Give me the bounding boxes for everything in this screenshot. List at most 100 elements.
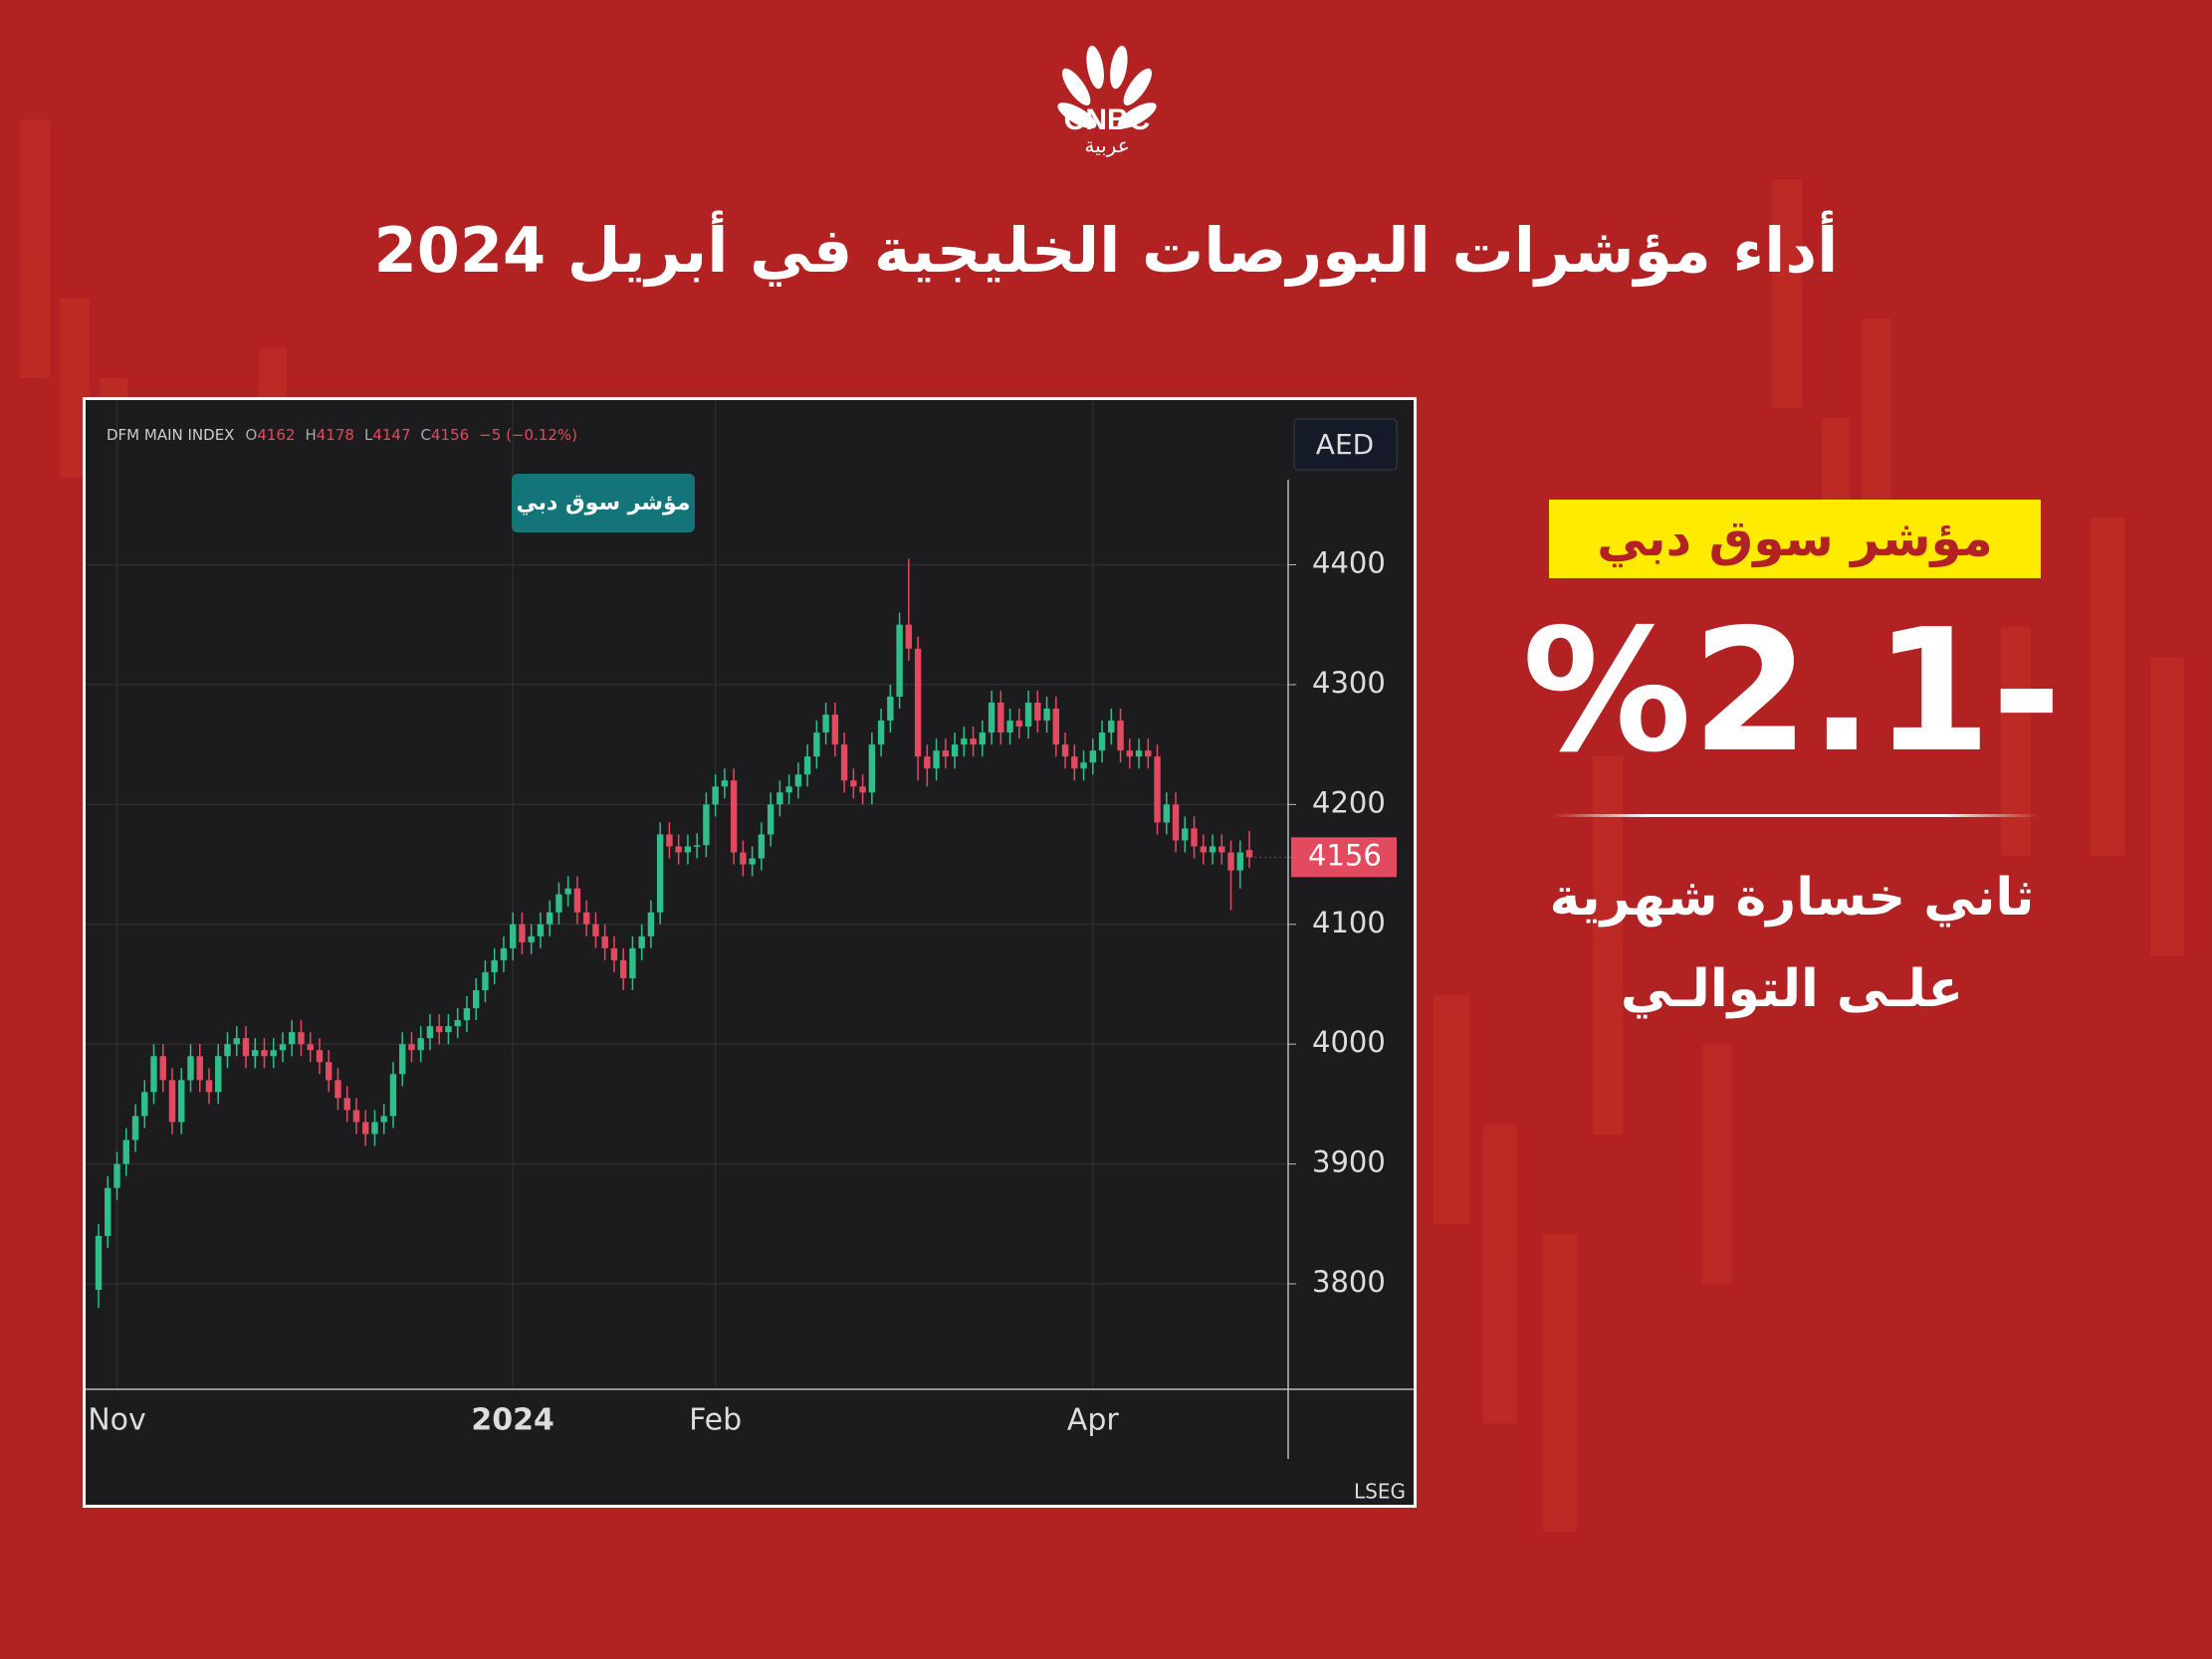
candle-body bbox=[105, 1187, 111, 1236]
candle-body bbox=[426, 1026, 434, 1039]
candle-body bbox=[436, 1026, 443, 1033]
candle-body bbox=[1135, 750, 1143, 757]
candle-body bbox=[638, 935, 645, 948]
y-tick-label: 4000 bbox=[1312, 1025, 1386, 1059]
candle-body bbox=[1209, 846, 1217, 853]
candle-body bbox=[289, 1032, 296, 1045]
y-tick-label: 3900 bbox=[1312, 1145, 1386, 1179]
o-value: 4162 bbox=[257, 426, 295, 444]
candle-body bbox=[1154, 756, 1161, 823]
candle-body bbox=[270, 1050, 277, 1057]
candle-body bbox=[408, 1044, 415, 1051]
logo-sub: عربية bbox=[1084, 133, 1130, 157]
y-tick-label: 3800 bbox=[1312, 1265, 1386, 1299]
candle-body bbox=[684, 846, 692, 853]
candle-body bbox=[803, 756, 811, 775]
candle-body bbox=[1191, 828, 1198, 847]
chart-legend: DFM MAIN INDEX O4162 H4178 L4147 C4156 −5 (−0… bbox=[107, 426, 577, 444]
candle-body bbox=[601, 935, 608, 948]
candle-body bbox=[417, 1038, 424, 1051]
candle-body bbox=[1117, 721, 1124, 751]
candle-body bbox=[307, 1044, 314, 1051]
candle-body bbox=[389, 1074, 397, 1117]
candle-body bbox=[224, 1044, 231, 1057]
candle-body bbox=[555, 894, 562, 913]
candle-body bbox=[1034, 702, 1041, 722]
candle-body bbox=[666, 834, 673, 847]
l-value: 4147 bbox=[372, 426, 410, 444]
candle-body bbox=[168, 1080, 176, 1123]
candle-body bbox=[703, 804, 710, 846]
candle-body bbox=[859, 786, 866, 793]
candle-body bbox=[712, 786, 719, 805]
candle-body bbox=[1098, 732, 1106, 751]
last-price-tag bbox=[1291, 837, 1397, 878]
monthly-change: %2.1- bbox=[1521, 593, 2063, 790]
y-tick-label: 4300 bbox=[1312, 666, 1386, 700]
candle-body bbox=[352, 1110, 360, 1123]
currency-box bbox=[1293, 418, 1398, 471]
index-label: DFM MAIN INDEX bbox=[107, 426, 234, 444]
candle-body bbox=[491, 959, 498, 972]
candle-body bbox=[1126, 750, 1133, 757]
y-tick-label: 4400 bbox=[1312, 545, 1386, 579]
candle-body bbox=[1052, 709, 1060, 745]
candle-body bbox=[988, 702, 995, 733]
candle-body bbox=[868, 744, 876, 793]
candle-body bbox=[997, 702, 1004, 733]
badge-text: مؤشر سوق دبي bbox=[517, 491, 691, 516]
source: LSEG bbox=[1354, 1480, 1406, 1504]
candle-body bbox=[1145, 750, 1152, 757]
candle-body bbox=[196, 1056, 203, 1081]
candle-body bbox=[656, 834, 664, 913]
candle-body bbox=[298, 1032, 305, 1045]
h-label: H bbox=[306, 426, 317, 444]
x-tick-label: Nov bbox=[88, 1403, 146, 1438]
candle-body bbox=[1089, 750, 1097, 763]
candle-body bbox=[1080, 762, 1087, 769]
candle-body bbox=[519, 924, 526, 942]
h-value: 4178 bbox=[317, 426, 354, 444]
candle-body bbox=[961, 738, 968, 745]
candle-body bbox=[1172, 804, 1180, 841]
candle-body bbox=[951, 744, 959, 757]
o-label: O bbox=[246, 426, 258, 444]
y-tick-label: 4200 bbox=[1312, 785, 1386, 819]
candle-body bbox=[776, 792, 783, 805]
candle-body bbox=[362, 1122, 369, 1135]
currency: AED bbox=[1316, 428, 1374, 461]
candle-body bbox=[730, 780, 738, 853]
candle-body bbox=[113, 1163, 120, 1188]
candle-body bbox=[1043, 709, 1050, 722]
candle-body bbox=[619, 959, 627, 978]
candle-body bbox=[316, 1050, 324, 1063]
candle-body bbox=[1163, 804, 1170, 823]
candle-body bbox=[831, 715, 839, 745]
candle-body bbox=[942, 750, 950, 757]
candle-body bbox=[592, 924, 599, 936]
candle-body bbox=[675, 846, 682, 853]
x-tick-label: Apr bbox=[1067, 1403, 1120, 1438]
logo: CNBC bbox=[1063, 104, 1151, 136]
candle-body bbox=[252, 1050, 259, 1057]
candle-body bbox=[95, 1235, 103, 1291]
candle-body bbox=[758, 834, 766, 859]
candle-body bbox=[905, 624, 913, 649]
candle-body bbox=[1108, 721, 1115, 733]
candle-body bbox=[343, 1098, 350, 1111]
candle-body bbox=[233, 1038, 240, 1045]
candle-body bbox=[822, 715, 829, 733]
candle-body bbox=[1015, 721, 1023, 727]
x-tick-label: Feb bbox=[689, 1403, 742, 1438]
candle-body bbox=[740, 852, 747, 865]
candle-body bbox=[242, 1038, 250, 1057]
candle-body bbox=[445, 1026, 452, 1033]
candle-body bbox=[371, 1122, 378, 1135]
candle-body bbox=[850, 780, 857, 787]
candle-body bbox=[279, 1044, 287, 1051]
candle-body bbox=[1236, 852, 1243, 871]
candle-body bbox=[150, 1056, 157, 1093]
candle-body bbox=[721, 780, 729, 787]
candle-body bbox=[767, 804, 774, 835]
